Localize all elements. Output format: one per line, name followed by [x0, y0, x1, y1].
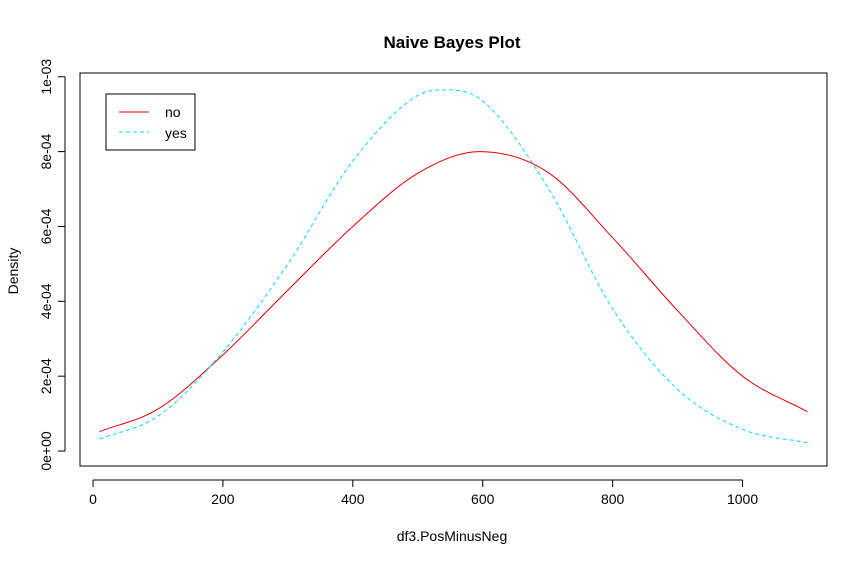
x-tick-label: 800: [601, 491, 625, 507]
plot-frame: [79, 72, 828, 467]
y-tick-label: 0e+00: [38, 431, 54, 471]
series-line-no: [99, 151, 808, 433]
y-tick-label: 8e-04: [38, 133, 54, 169]
x-axis: 0 200 400 600 800 1000: [89, 479, 758, 507]
y-tick-label: 4e-04: [38, 283, 54, 319]
x-tick-label: 400: [341, 491, 365, 507]
x-tick-label: 1000: [727, 491, 758, 507]
series-line-yes: [99, 89, 808, 444]
y-axis: 0e+00 2e-04 4e-04 6e-04 8e-04 1e-03: [38, 59, 66, 471]
y-tick-label: 1e-03: [38, 59, 54, 95]
chart-title: Naive Bayes Plot: [383, 33, 520, 52]
y-tick-label: 6e-04: [38, 208, 54, 244]
y-axis-label: Density: [5, 248, 21, 295]
x-tick-label: 600: [471, 491, 495, 507]
series-layer: [99, 89, 808, 444]
x-axis-label: df3.PosMinusNeg: [397, 528, 508, 544]
y-tick-label: 2e-04: [38, 358, 54, 394]
x-tick-label: 0: [89, 491, 97, 507]
legend-label-yes: yes: [165, 125, 187, 141]
legend-label-no: no: [165, 104, 181, 120]
legend: no yes: [105, 93, 196, 151]
x-tick-label: 200: [211, 491, 235, 507]
legend-box: [105, 93, 196, 151]
